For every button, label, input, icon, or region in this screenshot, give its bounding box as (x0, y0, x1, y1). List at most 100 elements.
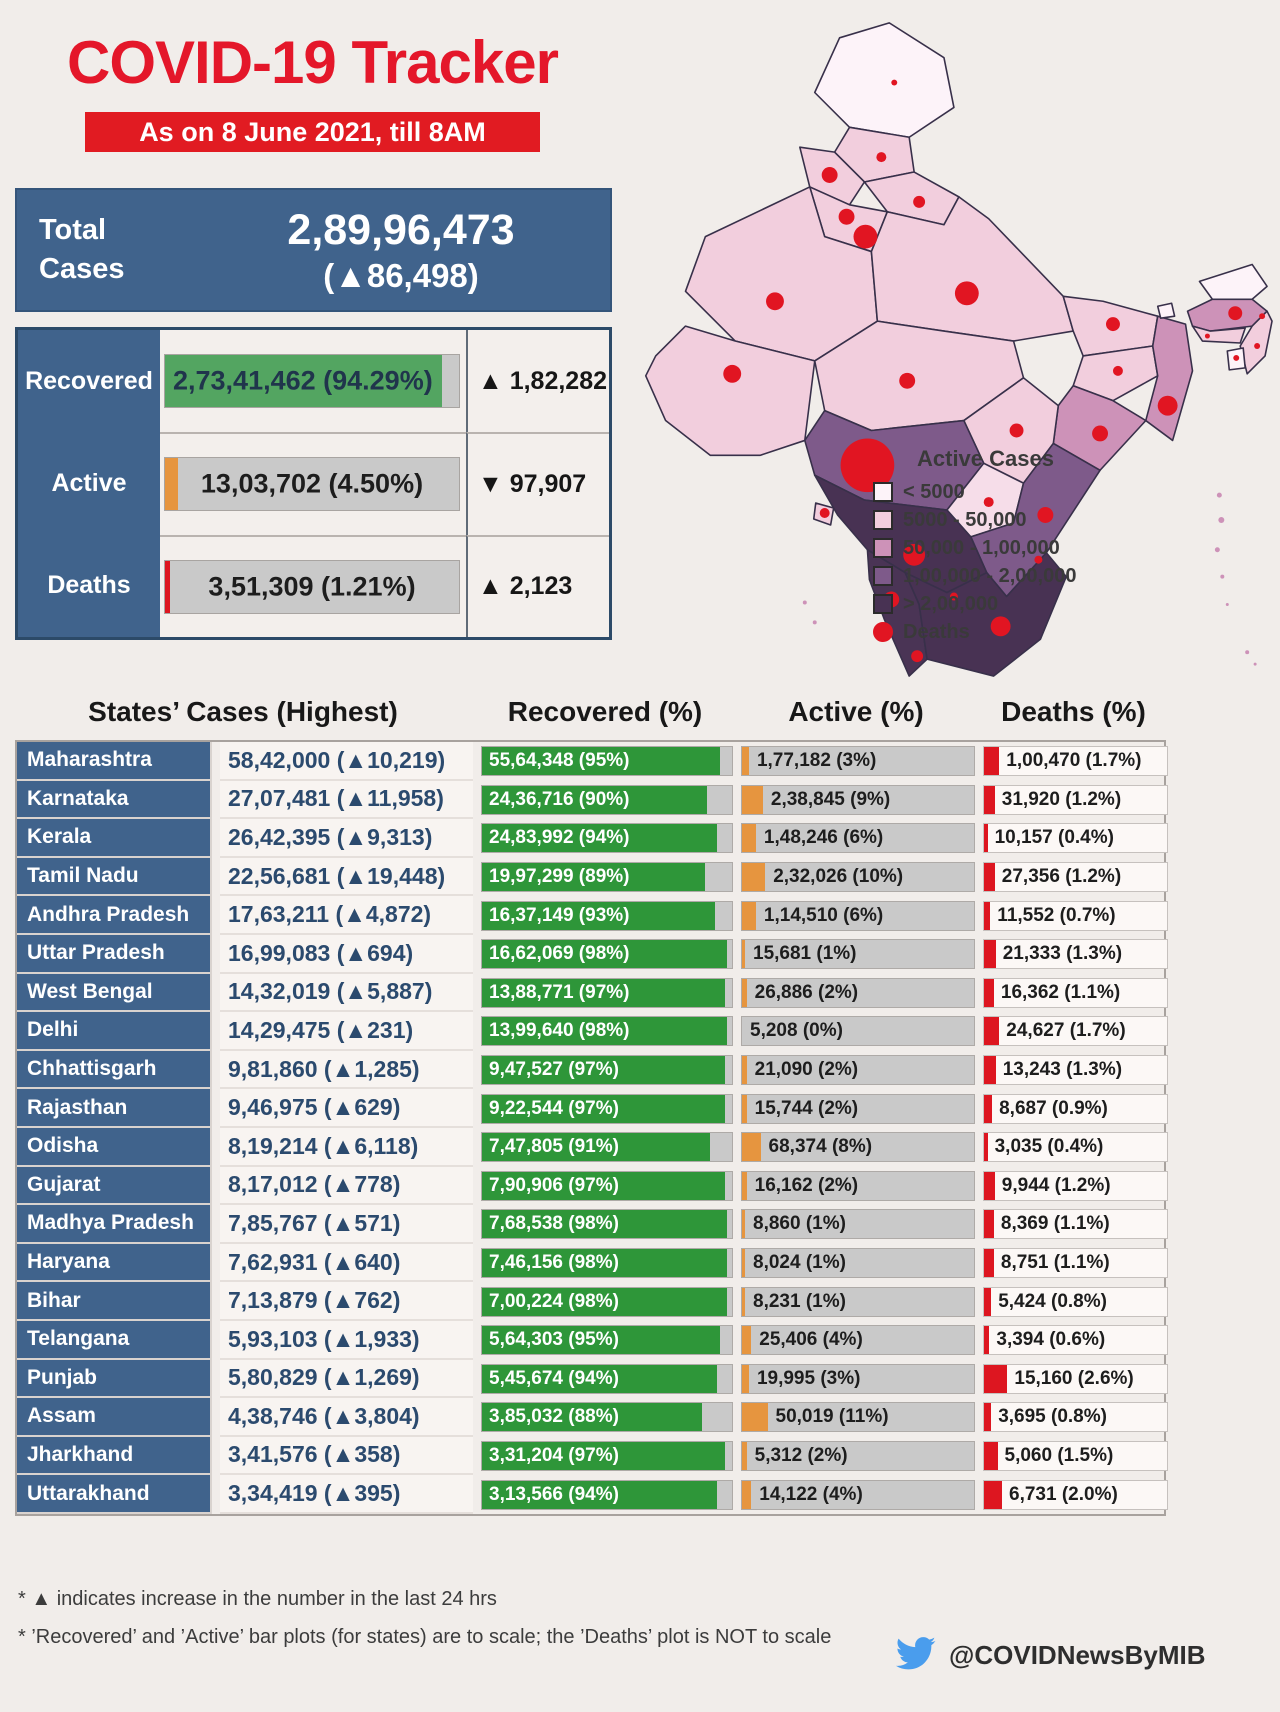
total-cases-value: 2,89,96,473 (287, 205, 515, 254)
legend-label: 1,00,000 - 2,00,000 (903, 564, 1077, 587)
deaths-bar: 13,243 (1.3%) (983, 1055, 1168, 1086)
summary-row-deaths: Deaths 3,51,309 (1.21%) ▲ 2,123 (18, 534, 609, 637)
active-change: ▼ 97,907 (466, 432, 609, 535)
active-bar: 16,162 (2%) (741, 1170, 975, 1201)
india-choropleth-map: Active Cases < 5000 5000 - 50,000 50,000 -… (605, 8, 1273, 684)
state-cases: 5,80,829 (▲1,269) (220, 1359, 473, 1399)
deaths-bar: 27,356 (1.2%) (983, 862, 1168, 893)
twitter-handle[interactable]: @COVIDNewsByMIB (949, 1639, 1206, 1670)
recovered-bar: 3,85,032 (88%) (481, 1402, 733, 1433)
island-marks (802, 492, 1257, 666)
deaths-bar: 6,731 (2.0%) (983, 1479, 1168, 1510)
table-row: Uttar Pradesh 16,99,083 (▲694) 16,62,069 (… (17, 934, 1168, 974)
legend-swatch-icon (873, 594, 893, 614)
legend-label: 50,000 - 1,00,000 (903, 536, 1060, 559)
active-bar: 5,208 (0%) (741, 1016, 975, 1047)
state-cases: 7,13,879 (▲762) (220, 1282, 473, 1321)
recovered-value: 2,73,41,462 (94.29%) (173, 365, 433, 396)
active-label: Active (18, 432, 160, 535)
twitter-bird-icon (895, 1637, 936, 1670)
total-cases-label: Total Cases (17, 211, 192, 289)
state-cases: 26,42,395 (▲9,313) (220, 819, 473, 858)
state-cases: 27,07,481 (▲11,958) (220, 780, 473, 820)
recovered-change: ▲ 1,82,282 (466, 330, 609, 433)
recovered-bar: 7,68,538 (98%) (481, 1209, 733, 1240)
state-cases: 17,63,211 (▲4,872) (220, 896, 473, 935)
deaths-bar: 31,920 (1.2%) (983, 784, 1168, 815)
deaths-change: ▲ 2,123 (466, 534, 609, 637)
table-row: Odisha 8,19,214 (▲6,118) 7,47,805 (91%) 68,… (17, 1127, 1168, 1167)
table-headers: States’ Cases (Highest) Recovered (%) Ac… (15, 696, 1165, 728)
active-bar: 8,860 (1%) (741, 1209, 975, 1240)
state-name: Odisha (17, 1127, 212, 1167)
deaths-bar: 15,160 (2.6%) (983, 1363, 1168, 1394)
active-bar: 8,231 (1%) (741, 1286, 975, 1317)
table-row: Delhi 14,29,475 (▲231) 13,99,640 (98%) 5,20… (17, 1012, 1168, 1051)
active-bar: 15,744 (2%) (741, 1093, 975, 1124)
recovered-bar: 9,47,527 (97%) (481, 1055, 733, 1086)
state-cases: 4,38,746 (▲3,804) (220, 1398, 473, 1437)
state-cases: 8,19,214 (▲6,118) (220, 1127, 473, 1167)
twitter-credit: @COVIDNewsByMIB (893, 1636, 1206, 1674)
active-bar: 5,312 (2%) (741, 1440, 975, 1471)
active-bar: 2,32,026 (10%) (741, 862, 975, 893)
state-name: Chhattisgarh (17, 1050, 212, 1090)
state-name: Telangana (17, 1320, 212, 1360)
recovered-bar: 16,37,149 (93%) (481, 900, 733, 931)
state-cases: 9,81,860 (▲1,285) (220, 1050, 473, 1090)
deaths-bar: 3,035 (0.4%) (983, 1132, 1168, 1163)
deaths-bar: 9,944 (1.2%) (983, 1170, 1168, 1201)
table-row: Maharashtra 58,42,000 (▲10,219) 55,64,348 … (17, 742, 1168, 781)
table-row: Gujarat 8,17,012 (▲778) 7,90,906 (97%) 16,1… (17, 1166, 1168, 1206)
total-cases-change: (▲86,498) (323, 256, 479, 294)
table-row: Uttarakhand 3,34,419 (▲395) 3,13,566 (94%)… (17, 1475, 1168, 1514)
header-states-cases: States’ Cases (Highest) (88, 696, 398, 727)
recovered-bar: 7,90,906 (97%) (481, 1170, 733, 1201)
legend-label: Deaths (903, 620, 970, 643)
state-cases: 7,85,767 (▲571) (220, 1205, 473, 1244)
active-bar: 13,03,702 (4.50%) (164, 457, 460, 512)
state-cases: 3,34,419 (▲395) (220, 1475, 473, 1514)
recovered-bar: 2,73,41,462 (94.29%) (164, 354, 460, 409)
recovered-label: Recovered (18, 330, 160, 433)
page-title: COVID-19 Tracker (67, 29, 559, 96)
legend-swatch-icon (873, 510, 893, 530)
state-name: Haryana (17, 1243, 212, 1283)
state-name: Delhi (17, 1012, 212, 1051)
state-name: Gujarat (17, 1166, 212, 1206)
deaths-bar: 11,552 (0.7%) (983, 900, 1168, 931)
state-name: West Bengal (17, 973, 212, 1013)
table-row: Rajasthan 9,46,975 (▲629) 9,22,544 (97%) 15… (17, 1089, 1168, 1128)
state-cases: 7,62,931 (▲640) (220, 1243, 473, 1283)
header-deaths: Deaths (%) (1001, 696, 1146, 727)
table-row: West Bengal 14,32,019 (▲5,887) 13,88,771 (… (17, 973, 1168, 1013)
state-cases: 3,41,576 (▲358) (220, 1436, 473, 1476)
active-bar: 68,374 (8%) (741, 1132, 975, 1163)
deaths-bar: 1,00,470 (1.7%) (983, 746, 1168, 777)
state-name: Andhra Pradesh (17, 896, 212, 935)
recovered-bar: 24,83,992 (94%) (481, 823, 733, 854)
state-cases: 22,56,681 (▲19,448) (220, 857, 473, 897)
total-cases-panel: Total Cases 2,89,96,473 (▲86,498) (15, 188, 612, 312)
recovered-bar: 7,47,805 (91%) (481, 1132, 733, 1163)
state-name: Uttar Pradesh (17, 934, 212, 974)
deaths-value: 3,51,309 (1.21%) (208, 571, 416, 602)
active-bar: 1,14,510 (6%) (741, 900, 975, 931)
legend-swatch-icon (873, 538, 893, 558)
table-row: Punjab 5,80,829 (▲1,269) 5,45,674 (94%) 19,… (17, 1359, 1168, 1399)
state-name: Rajasthan (17, 1089, 212, 1128)
active-bar: 15,681 (1%) (741, 939, 975, 970)
recovered-bar: 13,99,640 (98%) (481, 1016, 733, 1047)
state-cases: 14,29,475 (▲231) (220, 1012, 473, 1051)
summary-panel: Recovered 2,73,41,462 (94.29%) ▲ 1,82,28… (15, 327, 612, 640)
legend-item: 50,000 - 1,00,000 (873, 534, 1273, 562)
map-legend-items: < 5000 5000 - 50,000 50,000 - 1,00,000 1,00… (873, 478, 1273, 646)
recovered-bar: 5,64,303 (95%) (481, 1325, 733, 1356)
state-cases: 58,42,000 (▲10,219) (220, 742, 473, 781)
deaths-bar: 8,751 (1.1%) (983, 1248, 1168, 1279)
date-banner: As on 8 June 2021, till 8AM (85, 112, 540, 152)
deaths-label: Deaths (18, 534, 160, 637)
states-table-body: Maharashtra 58,42,000 (▲10,219) 55,64,348 … (17, 742, 1168, 1514)
state-name: Bihar (17, 1282, 212, 1321)
